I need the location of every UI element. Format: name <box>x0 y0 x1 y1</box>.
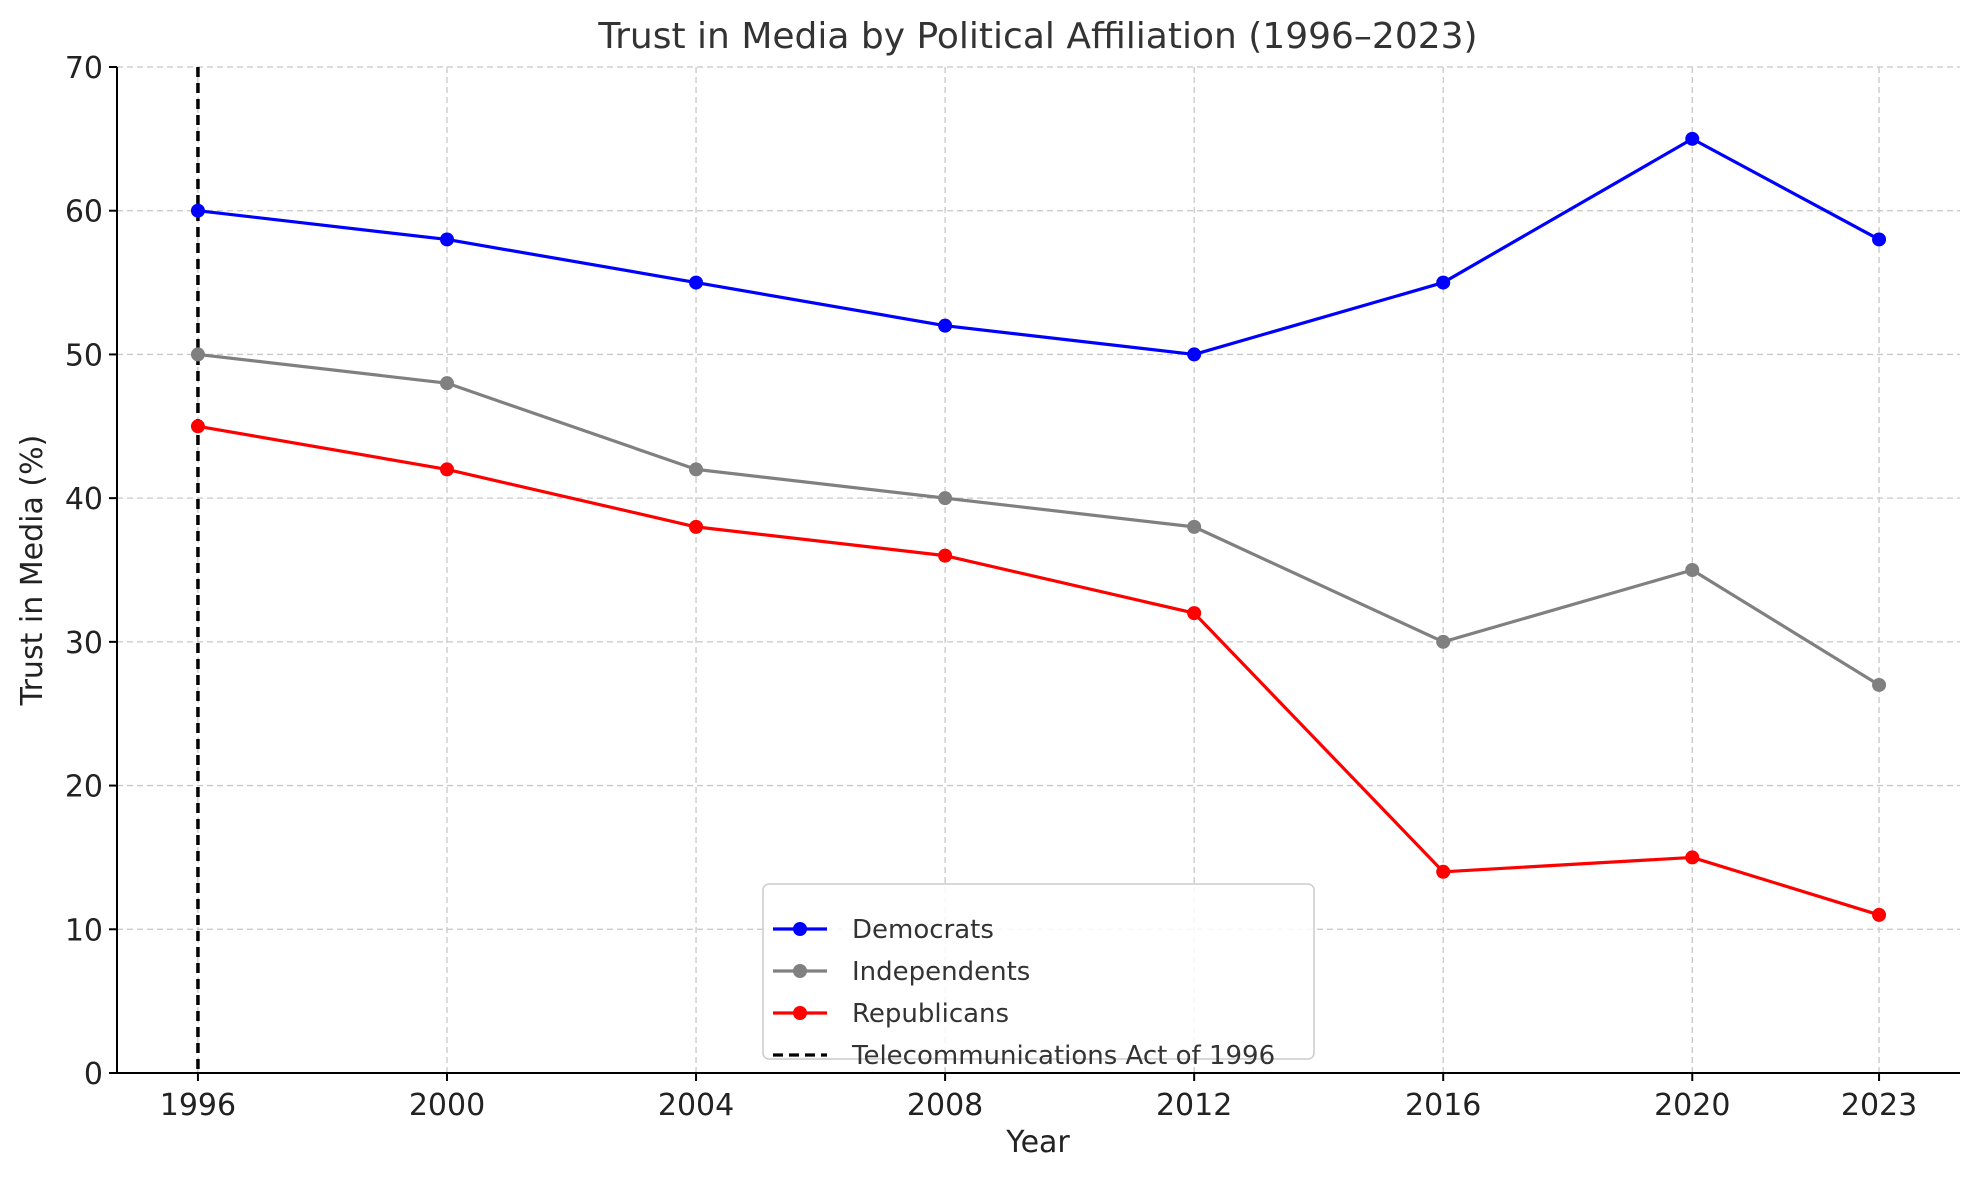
independents-point <box>1685 563 1700 577</box>
y-tick-label: 0 <box>84 1057 103 1092</box>
republicans-point <box>938 548 953 563</box>
x-tick-label: 2016 <box>1405 1088 1481 1123</box>
x-tick-label: 2020 <box>1654 1088 1730 1123</box>
independents-point <box>190 347 205 362</box>
republicans-point <box>689 519 704 534</box>
republicans-point <box>439 462 454 477</box>
legend-box <box>762 883 1315 1060</box>
legend: Democrats Independents Republicans Telecomm… <box>762 883 1315 1071</box>
chart-title: Trust in Media by Political Affiliation … <box>597 16 1477 57</box>
x-tick-label: 2012 <box>1156 1088 1232 1123</box>
tick-labels: 0 10 20 30 40 50 60 70 1996 2000 2004 2008 2012 2016 2… <box>65 51 1917 1123</box>
republicans-line <box>197 424 1880 917</box>
independents-point <box>938 491 953 506</box>
axes <box>109 66 1960 1081</box>
y-tick-label: 50 <box>65 338 103 373</box>
legend-label-republicans: Republicans <box>852 999 1009 1029</box>
series-layer <box>190 131 1887 922</box>
x-tick-label: 1996 <box>160 1088 236 1123</box>
x-tick-label: 2004 <box>658 1088 734 1123</box>
x-tick-label: 2023 <box>1841 1088 1917 1123</box>
independents-point <box>1436 634 1451 649</box>
y-tick-label: 20 <box>65 770 103 805</box>
independents-line <box>197 352 1880 687</box>
republicans-point <box>1872 907 1887 922</box>
y-tick-label: 60 <box>65 195 103 230</box>
independents-point <box>1872 677 1887 692</box>
democrats-point <box>1187 347 1202 362</box>
democrats-point <box>1685 131 1700 146</box>
y-tick-label: 30 <box>65 626 103 661</box>
legend-label-democrats: Democrats <box>852 915 994 945</box>
legend-label-independents: Independents <box>852 957 1030 987</box>
democrats-point <box>1872 232 1887 247</box>
legend-marker-democrats <box>793 922 807 936</box>
legend-label-telecommunications-act-of-1996: Telecommunications Act of 1996 <box>851 1041 1275 1071</box>
democrats-point <box>1436 275 1451 290</box>
independents-point <box>689 462 704 477</box>
democrats-point <box>190 203 205 218</box>
y-tick-label: 10 <box>65 913 103 948</box>
independents-point <box>439 376 454 391</box>
independents-point <box>1187 519 1202 534</box>
democrats-line <box>197 137 1880 357</box>
x-tick-label: 2008 <box>907 1088 983 1123</box>
x-tick-label: 2000 <box>409 1088 485 1123</box>
republicans-point <box>1685 850 1700 865</box>
x-axis-label: Year <box>1005 1125 1070 1160</box>
democrats-point <box>689 275 704 290</box>
legend-marker-republicans <box>793 1006 807 1020</box>
republicans-point <box>190 419 205 434</box>
y-tick-label: 70 <box>65 51 103 86</box>
democrats-point <box>938 318 953 333</box>
republicans-point <box>1436 864 1451 879</box>
y-axis-label: Trust in Media (%) <box>15 435 50 707</box>
republicans-point <box>1187 606 1202 621</box>
y-tick-label: 40 <box>65 482 103 517</box>
democrats-point <box>439 232 454 247</box>
legend-marker-independents <box>793 964 807 978</box>
